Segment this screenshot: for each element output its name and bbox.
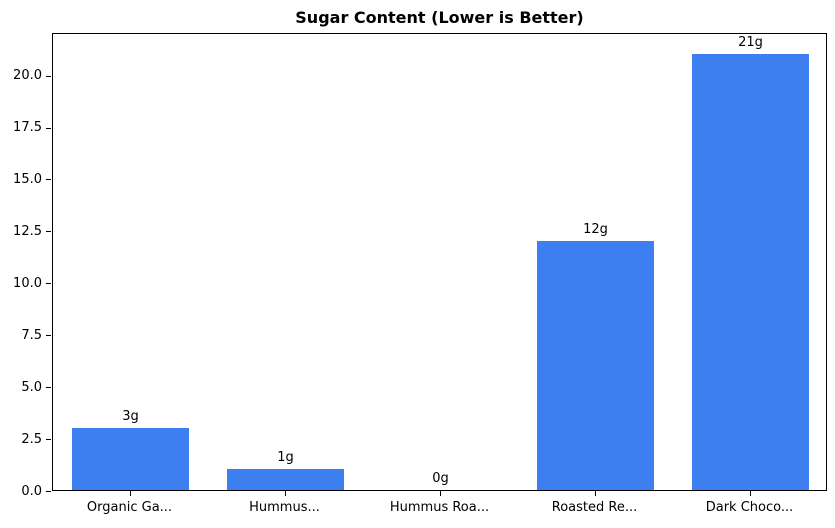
x-tick-label: Hummus...	[249, 500, 320, 515]
y-tick-mark	[46, 387, 51, 388]
x-tick-label: Roasted Re...	[551, 500, 638, 515]
y-tick-label: 10.0	[13, 276, 42, 291]
y-tick-mark	[46, 179, 51, 180]
bar-value-label: 0g	[432, 471, 449, 486]
y-tick-label: 20.0	[13, 68, 42, 83]
chart-title: Sugar Content (Lower is Better)	[295, 8, 584, 27]
x-tick-mark	[750, 491, 751, 496]
bar-value-label: 12g	[583, 221, 608, 237]
x-tick-mark	[130, 491, 131, 496]
plot-area: 3g 1g 0g 12g 21g	[52, 33, 827, 491]
y-tick-label: 7.5	[21, 328, 42, 343]
y-tick-mark	[46, 439, 51, 440]
y-tick-mark	[46, 128, 51, 129]
bar-value-label: 1g	[277, 450, 294, 466]
bar	[227, 469, 344, 490]
y-tick-label: 15.0	[13, 172, 42, 187]
x-tick-mark	[595, 491, 596, 496]
y-tick-label: 5.0	[21, 380, 42, 395]
bar-value-label: 21g	[738, 34, 763, 50]
y-tick-mark	[46, 231, 51, 232]
x-tick-label: Organic Ga...	[86, 500, 173, 515]
y-tick-mark	[46, 76, 51, 77]
x-tick-label: Hummus Roa...	[389, 500, 490, 515]
x-tick-label: Dark Choco...	[705, 500, 794, 515]
x-tick-mark	[440, 491, 441, 496]
y-tick-mark	[46, 283, 51, 284]
y-tick-mark	[46, 335, 51, 336]
bar-value-label: 3g	[122, 408, 139, 424]
y-tick-mark	[46, 491, 51, 492]
y-tick-label: 17.5	[13, 120, 42, 135]
y-tick-label: 12.5	[13, 224, 42, 239]
bar	[537, 240, 654, 490]
x-tick-mark	[285, 491, 286, 496]
bar	[72, 427, 189, 490]
bar	[692, 53, 809, 490]
y-tick-label: 0.0	[21, 484, 42, 499]
y-tick-label: 2.5	[21, 432, 42, 447]
